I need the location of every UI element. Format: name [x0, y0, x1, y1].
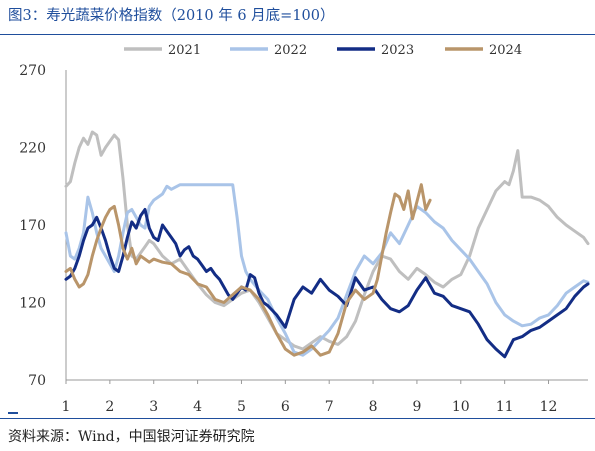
title-divider: [0, 34, 595, 35]
y-tick-label: 70: [28, 373, 46, 389]
series-line-2023: [64, 208, 590, 359]
legend-label-2024: 2024: [489, 43, 522, 58]
legend-label-2022: 2022: [274, 43, 307, 58]
x-tick-label: 6: [281, 399, 290, 415]
source-note: 资料来源：Wind，中国银河证券研究院: [8, 429, 255, 445]
chart-series: [64, 130, 590, 359]
series-line-2021: [64, 130, 590, 351]
x-tick-label: 11: [496, 399, 514, 415]
x-tick-label: 4: [193, 399, 202, 415]
x-tick-label: 5: [237, 399, 246, 415]
x-tick-label: 2: [105, 399, 114, 415]
x-tick-label: 8: [369, 399, 378, 415]
legend-label-2021: 2021: [168, 43, 201, 58]
x-tick-label: 10: [452, 399, 470, 415]
x-tick-label: 7: [325, 399, 334, 415]
y-tick-label: 220: [19, 141, 46, 157]
footer-divider: [0, 418, 595, 419]
y-tick-label: 170: [19, 218, 46, 234]
series-line-2024: [64, 183, 432, 357]
y-tick-label: 270: [19, 63, 46, 79]
series-line-2022: [64, 183, 590, 357]
y-tick-label: 120: [19, 296, 46, 312]
x-tick-label: 9: [412, 399, 421, 415]
x-tick-label: 12: [540, 399, 558, 415]
footer-accent: [8, 412, 18, 414]
legend-label-2023: 2023: [381, 43, 414, 58]
x-tick-label: 1: [62, 399, 71, 415]
x-tick-label: 3: [149, 399, 158, 415]
chart-title: 图3：寿光蔬菜价格指数（2010 年 6 月底=100）: [8, 8, 335, 24]
chart-legend: 2021 2022 2023 2024: [124, 43, 522, 58]
